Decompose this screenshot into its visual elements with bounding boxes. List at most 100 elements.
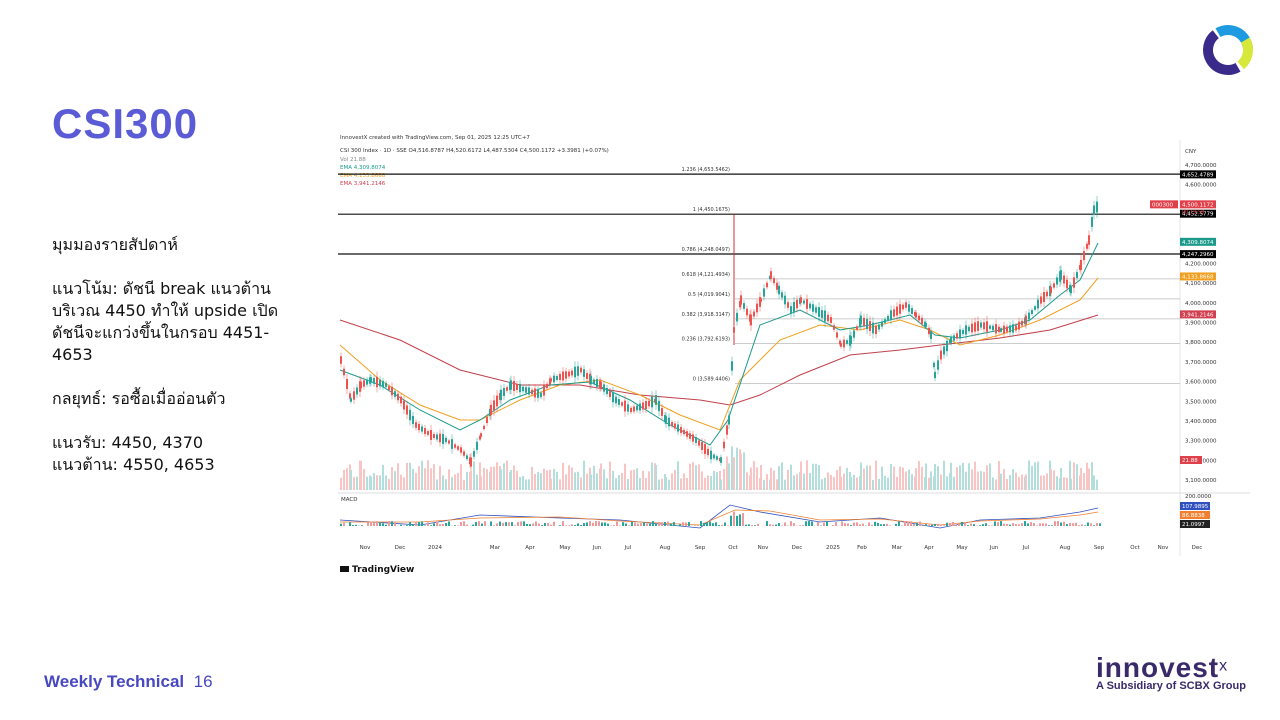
volume-bar: [677, 461, 679, 490]
x-tick-label: Sep: [695, 545, 706, 551]
candle-body: [821, 310, 823, 318]
candle-body: [933, 362, 935, 368]
x-tick-label: Oct: [728, 545, 738, 551]
candle-body: [577, 366, 579, 376]
price-tag: 4,452.5779: [1182, 212, 1214, 218]
candle-body: [809, 303, 811, 309]
macd-hist: [766, 521, 768, 526]
volume-bar: [911, 474, 913, 490]
volume-bar: [427, 460, 429, 490]
volume-bar: [382, 464, 384, 490]
candle-body: [1083, 251, 1085, 261]
candle-body: [427, 431, 429, 435]
macd-hist: [631, 522, 633, 526]
macd-hist: [382, 523, 384, 526]
volume-bar: [850, 477, 852, 490]
candle-body: [1040, 296, 1042, 304]
macd-hist: [517, 522, 519, 526]
volume-bar: [962, 462, 964, 490]
volume-bar: [1080, 467, 1082, 490]
candle-body: [800, 297, 802, 303]
volume-bar: [565, 474, 567, 490]
candle-body: [726, 425, 728, 435]
macd-hist: [448, 521, 450, 526]
candle-body: [609, 390, 611, 398]
volume-bar: [674, 470, 676, 490]
x-tick-label: Mar: [892, 545, 903, 551]
candle-body: [915, 312, 917, 318]
volume-bar: [668, 479, 670, 490]
macd-hist: [1081, 524, 1083, 526]
volume-bar: [609, 461, 611, 490]
x-tick-label: Dec: [1192, 545, 1203, 551]
candle-body: [731, 361, 733, 371]
macd-hist: [1042, 523, 1044, 526]
volume-bar: [731, 446, 733, 490]
macd-hist: [688, 522, 690, 526]
volume-bar: [836, 470, 838, 490]
volume-bar: [624, 463, 626, 490]
macd-hist: [946, 522, 948, 526]
volume-bar: [1086, 462, 1088, 490]
candle-body: [528, 387, 530, 395]
candle-body: [756, 303, 758, 313]
fib-label: 1.236 (4,653.5462): [682, 167, 730, 173]
candle-body: [740, 295, 742, 305]
macd-tag-bg: [1180, 511, 1210, 519]
fib-label: 0 (3,589.4406): [693, 377, 730, 383]
candle-body: [385, 382, 387, 388]
volume-bar: [356, 476, 358, 490]
macd-hist: [910, 521, 912, 526]
x-tick-label: Dec: [792, 545, 803, 551]
macd-hist: [595, 521, 597, 526]
macd-tag: 107.9895: [1182, 504, 1209, 510]
x-tick-label: Nov: [360, 545, 371, 551]
candle-body: [627, 404, 629, 412]
candle-body: [506, 387, 508, 391]
volume-bar: [360, 460, 362, 490]
macd-hist: [994, 521, 996, 526]
volume-bar: [430, 468, 432, 490]
body-line: มุมมองรายสัปดาห์: [52, 235, 178, 254]
macd-hist: [781, 525, 783, 526]
legend-item: EMA 3,941.2146: [340, 181, 386, 187]
volume-bar: [1009, 475, 1011, 490]
macd-hist: [868, 522, 870, 526]
candle-body: [716, 456, 718, 460]
volume-bar: [701, 471, 703, 490]
macd-hist: [1018, 524, 1020, 526]
volume-bar: [884, 475, 886, 490]
macd-hist: [604, 522, 606, 526]
candle-body: [943, 346, 945, 355]
macd-hist: [895, 523, 897, 526]
candle-body: [1086, 243, 1088, 249]
volume-bar: [630, 470, 632, 490]
candle-body: [1093, 205, 1095, 215]
volume-bar: [950, 462, 952, 490]
macd-tag-bg: [1180, 502, 1210, 510]
volume-bar: [454, 474, 456, 490]
volume-bar: [562, 462, 564, 490]
candle-body: [812, 304, 814, 312]
candle-body: [701, 442, 703, 450]
body-line: แนวรับ: 4450, 4370: [52, 433, 204, 452]
candle-body: [998, 326, 1000, 333]
macd-hist: [478, 521, 480, 526]
macd-hist: [700, 521, 702, 526]
volume-bar: [550, 478, 552, 490]
macd-hist: [958, 523, 960, 526]
macd-hist: [571, 524, 573, 526]
macd-hist: [790, 521, 792, 526]
macd-hist: [898, 521, 900, 526]
volume-bar: [522, 475, 524, 490]
fib-label: 0.618 (4,121.4934): [682, 272, 730, 278]
macd-hist: [1063, 521, 1065, 526]
volume-bar: [460, 464, 462, 490]
volume-bar: [503, 463, 505, 490]
volume-bar: [930, 471, 932, 490]
candle-body: [869, 321, 871, 331]
candle-body: [550, 378, 552, 382]
macd-hist: [913, 523, 915, 526]
volume-bar: [846, 467, 848, 490]
volume-bar: [793, 475, 795, 490]
